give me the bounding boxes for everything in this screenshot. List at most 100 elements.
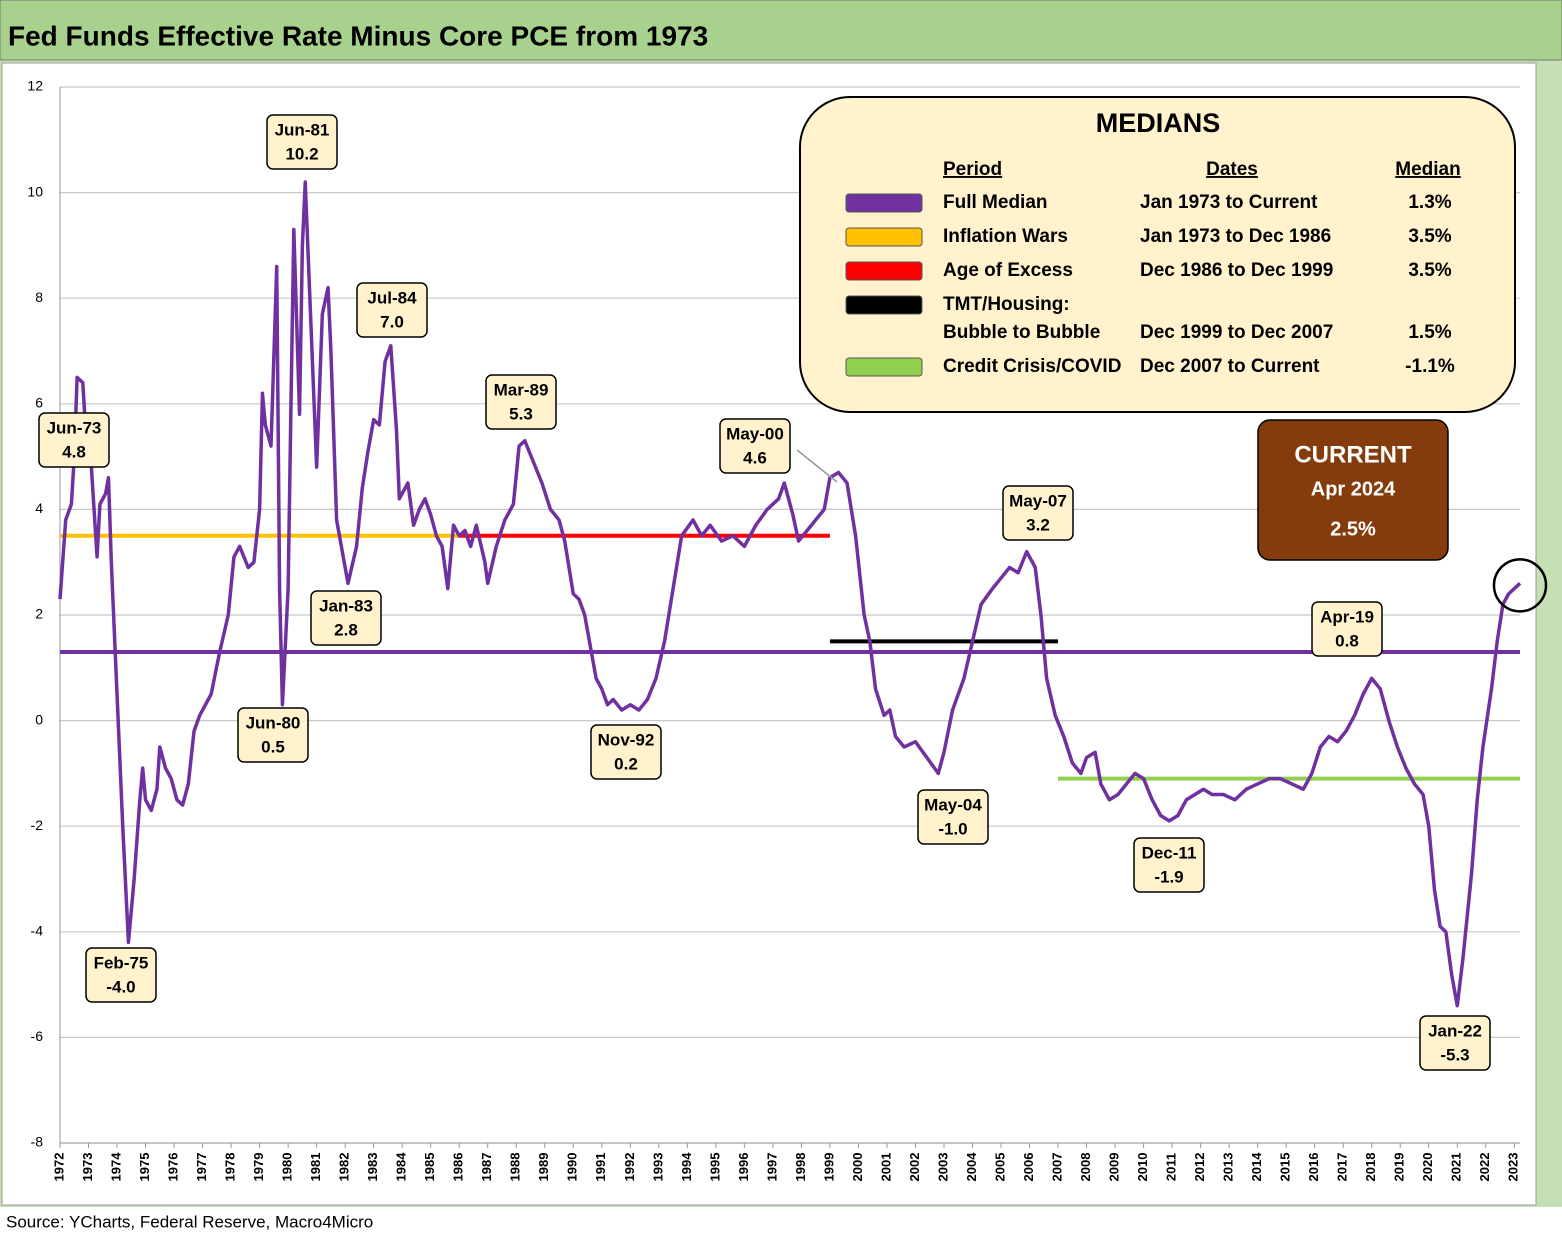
- x-tick-label: 1998: [793, 1153, 808, 1182]
- annotation-box: [917, 789, 989, 845]
- x-tick-label: 2010: [1135, 1153, 1150, 1182]
- y-tick-label: 4: [35, 500, 43, 516]
- legend-median: 1.5%: [1408, 322, 1451, 343]
- x-tick-label: 1983: [365, 1153, 380, 1182]
- x-tick-label: 1993: [650, 1153, 665, 1182]
- annotation-value: -4.0: [106, 977, 135, 996]
- x-tick-label: 1976: [166, 1153, 181, 1182]
- x-tick-label: 1996: [736, 1153, 751, 1182]
- legend-dates: Jan 1973 to Current: [1140, 192, 1318, 213]
- x-tick-label: 2014: [1249, 1152, 1264, 1182]
- chart-title: Fed Funds Effective Rate Minus Core PCE …: [8, 20, 708, 51]
- x-tick-label: 1990: [565, 1153, 580, 1182]
- annotation-value: 7.0: [380, 312, 404, 331]
- current-date: Apr 2024: [1311, 478, 1396, 500]
- annotation-date: Dec-11: [1142, 843, 1197, 862]
- current-circle: [1492, 558, 1548, 613]
- x-tick-label: 2015: [1278, 1153, 1293, 1182]
- annotation-value: 0.8: [1335, 631, 1359, 650]
- x-tick-label: 2013: [1221, 1153, 1236, 1182]
- legend-swatch: [845, 357, 923, 377]
- legend-median: 3.5%: [1408, 260, 1451, 281]
- annotation-box: [485, 374, 557, 430]
- annotation-date: May-00: [726, 424, 784, 443]
- x-tick-label: 1994: [679, 1152, 694, 1182]
- legend-median: 1.3%: [1408, 192, 1451, 213]
- x-tick-label: 1974: [108, 1152, 123, 1182]
- annotation-value: 10.2: [285, 144, 318, 163]
- x-tick-label: 1984: [394, 1152, 409, 1182]
- y-tick-label: 6: [35, 395, 43, 411]
- legend-swatch: [845, 261, 923, 281]
- legend-median: -1.1%: [1405, 356, 1455, 377]
- y-tick-label: 10: [27, 183, 43, 199]
- annotation-box: [38, 412, 110, 468]
- annotation-date: Jan-83: [319, 596, 373, 615]
- medians-header: Median: [1395, 159, 1460, 180]
- annotation-date: Jun-80: [246, 713, 301, 732]
- annotation-value: -1.0: [938, 819, 967, 838]
- x-tick-label: 1980: [280, 1153, 295, 1182]
- x-tick-label: 2020: [1420, 1153, 1435, 1182]
- annotation-value: 0.5: [261, 737, 285, 756]
- x-tick-label: 1978: [223, 1153, 238, 1182]
- x-tick-label: 1988: [508, 1153, 523, 1182]
- legend-median: 3.5%: [1408, 226, 1451, 247]
- x-tick-label: 1987: [479, 1153, 494, 1182]
- medians-header: Dates: [1206, 159, 1258, 180]
- medians-box: [799, 96, 1516, 413]
- annotation-date: Mar-89: [494, 380, 549, 399]
- x-tick-label: 1986: [451, 1153, 466, 1182]
- annotation-box: [310, 590, 382, 646]
- x-tick-label: 2021: [1449, 1153, 1464, 1182]
- annotation-box: [1419, 1015, 1491, 1071]
- legend-period: Credit Crisis/COVID: [943, 356, 1121, 377]
- x-tick-label: 2012: [1192, 1153, 1207, 1182]
- legend-swatch: [845, 295, 923, 315]
- source: Source: YCharts, Federal Reserve, Macro4…: [6, 1212, 373, 1231]
- x-tick-label: 2016: [1306, 1153, 1321, 1182]
- annotation-date: Jul-84: [367, 288, 417, 307]
- y-tick-label: 2: [35, 606, 43, 622]
- annotation-date: Jan-22: [1428, 1021, 1482, 1040]
- x-tick-label: 1982: [337, 1153, 352, 1182]
- y-tick-label: 12: [27, 78, 43, 94]
- medians-title: MEDIANS: [1096, 108, 1221, 138]
- annotation-date: Feb-75: [94, 953, 149, 972]
- annotation-box: [266, 114, 338, 170]
- x-tick-label: 1985: [422, 1153, 437, 1182]
- x-tick-label: 2003: [935, 1153, 950, 1182]
- x-tick-label: 2007: [1049, 1153, 1064, 1182]
- annotation-value: 2.8: [334, 620, 358, 639]
- medians-header: Period: [943, 159, 1002, 180]
- x-tick-label: 2019: [1392, 1153, 1407, 1182]
- title-bar: [0, 0, 1562, 61]
- legend-period: Age of Excess: [943, 260, 1073, 281]
- annotation-date: Jun-81: [275, 120, 330, 139]
- annotation-box: [590, 724, 662, 780]
- legend-dates: Dec 1986 to Dec 1999: [1140, 260, 1333, 281]
- legend-swatch: [845, 227, 923, 247]
- annotation-date: Nov-92: [598, 730, 655, 749]
- x-tick-label: 2004: [964, 1152, 979, 1182]
- x-tick-label: 1977: [194, 1153, 209, 1182]
- x-tick-label: 2002: [907, 1153, 922, 1182]
- x-tick-label: 2005: [992, 1153, 1007, 1182]
- x-tick-label: 2008: [1078, 1153, 1093, 1182]
- legend-swatch: [845, 193, 923, 213]
- legend-dates: Dec 2007 to Current: [1140, 356, 1320, 377]
- y-tick-label: 8: [35, 289, 43, 305]
- y-tick-label: -8: [31, 1134, 44, 1150]
- annotation-value: 3.2: [1026, 515, 1050, 534]
- x-tick-label: 2001: [878, 1153, 893, 1182]
- y-tick-label: -2: [31, 817, 44, 833]
- annotation-box: [356, 282, 428, 338]
- x-tick-label: 2022: [1477, 1153, 1492, 1182]
- x-tick-label: 1992: [622, 1153, 637, 1182]
- x-tick-label: 1973: [80, 1153, 95, 1182]
- y-tick-label: 0: [35, 711, 43, 727]
- legend-dates: Dec 1999 to Dec 2007: [1140, 322, 1333, 343]
- x-tick-label: 1999: [821, 1153, 836, 1182]
